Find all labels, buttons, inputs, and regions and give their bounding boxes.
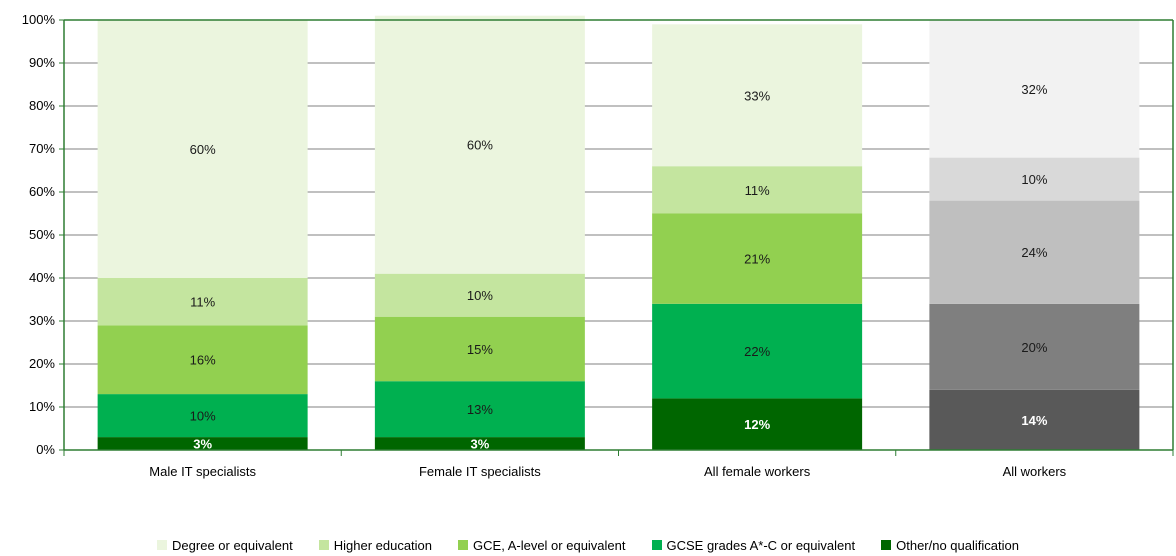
bar-segment xyxy=(652,24,863,167)
data-label: 3% xyxy=(193,437,212,452)
y-tick-label: 70% xyxy=(29,141,55,156)
y-tick-label: 50% xyxy=(29,227,55,242)
legend-label: Higher education xyxy=(333,537,433,553)
bar-segment xyxy=(929,20,1140,158)
data-label: 33% xyxy=(744,88,770,103)
legend-swatch xyxy=(458,540,469,550)
bar-segment xyxy=(374,15,585,274)
legend-item: Higher education xyxy=(318,536,433,554)
bar-segment xyxy=(97,325,308,395)
bar-segment xyxy=(652,398,863,450)
x-tick-label: Female IT specialists xyxy=(419,464,541,479)
legend-swatch xyxy=(157,540,168,550)
bar-segment xyxy=(97,437,308,450)
data-label: 21% xyxy=(744,252,770,267)
y-tick-label: 40% xyxy=(29,270,55,285)
data-label: 22% xyxy=(744,344,770,359)
bar-segment xyxy=(97,278,308,326)
legend-label: Degree or equivalent xyxy=(172,537,293,553)
y-tick-label: 80% xyxy=(29,98,55,113)
bar-segment xyxy=(652,166,863,214)
bar-segment xyxy=(97,20,308,278)
data-label: 20% xyxy=(1021,340,1047,355)
x-tick-label: Male IT specialists xyxy=(149,464,256,479)
legend-label: GCE, A-level or equivalent xyxy=(473,537,626,553)
bar-segment xyxy=(929,303,1140,390)
y-tick-label: 60% xyxy=(29,184,55,199)
bar-segment xyxy=(929,157,1140,201)
data-label: 11% xyxy=(190,295,215,310)
y-tick-label: 100% xyxy=(22,12,56,27)
bar-segment xyxy=(374,273,585,317)
bar-segment xyxy=(374,381,585,438)
data-label: 60% xyxy=(467,138,493,153)
data-label: 14% xyxy=(1021,413,1047,428)
y-tick-label: 10% xyxy=(29,399,55,414)
data-label: 10% xyxy=(467,288,493,303)
data-label: 16% xyxy=(190,353,216,368)
stacked-bar-chart: 0% 10% 20% 30% 40% 50% 60% 70% 80% 90% 100% Male IT… xyxy=(22,12,1174,479)
data-label: 60% xyxy=(190,142,216,157)
data-label: 3% xyxy=(470,437,489,452)
y-tick-label: 0% xyxy=(36,442,55,457)
data-label: 32% xyxy=(1021,82,1047,97)
bar-segment xyxy=(374,316,585,382)
legend-item: Other/no qualification xyxy=(881,536,1019,554)
y-tick-label: 90% xyxy=(29,55,55,70)
bar-segment xyxy=(929,200,1140,304)
bar-segment xyxy=(652,213,863,304)
data-label: 10% xyxy=(1021,172,1047,187)
legend-label: Other/no qualification xyxy=(896,537,1019,553)
bar-segment xyxy=(97,394,308,438)
data-label: 11% xyxy=(745,183,770,198)
legend-item: Degree or equivalent xyxy=(157,536,293,554)
legend: Degree or equivalent Higher education GCE,… xyxy=(0,536,1176,554)
legend-label: GCSE grades A*-C or equivalent xyxy=(666,537,856,553)
data-label: 10% xyxy=(190,409,216,424)
bar-segment xyxy=(929,389,1140,450)
x-tick-label: All female workers xyxy=(704,464,811,479)
bar-segment xyxy=(374,437,585,450)
bars xyxy=(97,15,1140,450)
data-label: 12% xyxy=(744,417,770,432)
data-label: 15% xyxy=(467,342,493,357)
y-tick-label: 20% xyxy=(29,356,55,371)
legend-swatch xyxy=(651,540,662,550)
legend-swatch xyxy=(318,540,329,550)
y-tick-label: 30% xyxy=(29,313,55,328)
x-tick-label: All workers xyxy=(1003,464,1067,479)
legend-swatch xyxy=(881,540,892,550)
bar-segment xyxy=(652,303,863,399)
data-labels: 3% 10% 16% 11% 60% 3% 13% 15% 10% 60% 12% 22% 21% 11%… xyxy=(190,82,1048,452)
legend-item: GCSE grades A*-C or equivalent xyxy=(651,536,856,554)
legend-item: GCE, A-level or equivalent xyxy=(458,536,626,554)
axes: 0% 10% 20% 30% 40% 50% 60% 70% 80% 90% 100% Male IT… xyxy=(22,12,1174,479)
data-label: 13% xyxy=(467,402,493,417)
data-label: 24% xyxy=(1021,245,1047,260)
